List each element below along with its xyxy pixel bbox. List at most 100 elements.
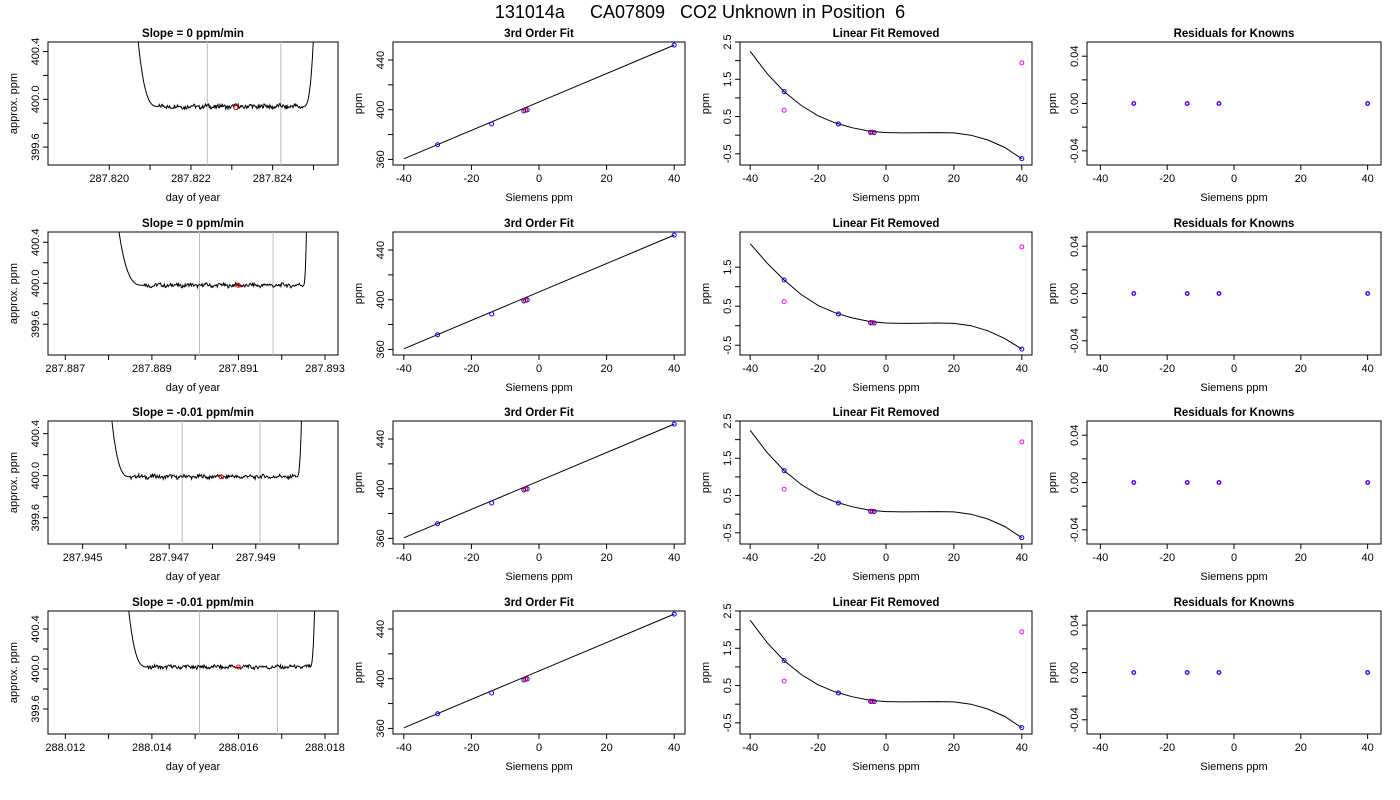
x-tick-label: -40 bbox=[742, 552, 758, 564]
y-tick-label: 400 bbox=[375, 291, 387, 309]
x-tick-label: 20 bbox=[600, 363, 612, 375]
y-axis-label: ppm bbox=[700, 662, 712, 683]
x-tick-label: 40 bbox=[668, 173, 680, 185]
panel-title: 3rd Order Fit bbox=[504, 28, 574, 40]
panel-r4-c3: Linear Fit Removed -40 -20 0 20 40 -0.5 0.5 1.5 2… bbox=[700, 597, 1033, 773]
y-tick-label: 400 bbox=[375, 480, 387, 498]
y-tick-label: 399.6 bbox=[30, 310, 42, 338]
x-tick-label: 0 bbox=[536, 173, 542, 185]
panel-r2-c3: Linear Fit Removed -40 -20 0 20 40 -0.5 0.5 1.5 S… bbox=[700, 218, 1033, 394]
residual-point bbox=[1216, 291, 1222, 296]
plot-frame bbox=[47, 231, 339, 356]
plot-area bbox=[1131, 480, 1371, 485]
y-tick-label: 400.0 bbox=[30, 655, 42, 683]
plot-area bbox=[403, 611, 677, 729]
linear-point bbox=[781, 486, 787, 492]
plot-frame bbox=[739, 420, 1033, 545]
x-axis-label: day of year bbox=[166, 382, 221, 394]
x-tick-label: -20 bbox=[1159, 742, 1175, 754]
x-tick-label: -20 bbox=[1159, 552, 1175, 564]
known-point bbox=[835, 690, 841, 696]
known-point bbox=[489, 121, 495, 127]
x-axis-label: day of year bbox=[166, 571, 221, 583]
y-tick-label: 0.00 bbox=[1069, 472, 1081, 493]
unknown-point bbox=[869, 320, 875, 326]
y-tick-label: 0.00 bbox=[1069, 283, 1081, 304]
y-tick-label: 360 bbox=[375, 529, 387, 547]
cubic-curve bbox=[749, 50, 1023, 160]
y-tick-label: 0.5 bbox=[722, 109, 734, 124]
y-tick-label: 2.5 bbox=[722, 603, 734, 618]
x-tick-label: 20 bbox=[600, 742, 612, 754]
residual-point bbox=[1365, 291, 1370, 296]
x-axis-label: Siemens ppm bbox=[852, 192, 919, 204]
panel-title: Linear Fit Removed bbox=[833, 218, 940, 230]
y-axis-label: ppm bbox=[700, 472, 712, 493]
cubic-curve bbox=[749, 619, 1023, 729]
y-tick-label: -0.5 bbox=[722, 144, 734, 163]
x-tick-label: 0 bbox=[883, 363, 889, 375]
y-tick-label: 400.0 bbox=[30, 462, 42, 490]
x-tick-label: 40 bbox=[668, 552, 680, 564]
x-tick-label: 0 bbox=[1231, 363, 1237, 375]
y-tick-label: 400.4 bbox=[30, 38, 42, 66]
x-tick-label: 40 bbox=[1016, 742, 1028, 754]
x-tick-label: 288.016 bbox=[219, 742, 259, 754]
concentration-trace bbox=[111, 421, 302, 482]
panel-title: Residuals for Knowns bbox=[1174, 28, 1295, 40]
x-axis-label: Siemens ppm bbox=[852, 571, 919, 583]
x-tick-label: -40 bbox=[1092, 173, 1108, 185]
y-tick-label: 400.0 bbox=[30, 86, 42, 114]
plot-area bbox=[111, 421, 302, 544]
y-tick-label: 400.4 bbox=[30, 615, 42, 643]
panel-r4-c1: Slope = -0.01 ppm/min 288.012 288.014 288.0… bbox=[8, 597, 345, 773]
known-point bbox=[435, 142, 441, 148]
plot-area bbox=[749, 50, 1025, 162]
y-tick-label: 1.5 bbox=[722, 451, 734, 466]
x-axis-label: Siemens ppm bbox=[1200, 382, 1267, 394]
plot-frame bbox=[47, 41, 339, 166]
known-point bbox=[781, 658, 787, 664]
y-tick-label: 399.6 bbox=[30, 133, 42, 161]
y-tick-label: 400.4 bbox=[30, 420, 42, 448]
panel-title: Slope = -0.01 ppm/min bbox=[132, 407, 254, 419]
x-tick-label: 288.012 bbox=[45, 742, 85, 754]
x-tick-label: 40 bbox=[668, 742, 680, 754]
known-point bbox=[489, 500, 495, 506]
fit-line bbox=[403, 613, 675, 729]
x-tick-label: 287.887 bbox=[45, 363, 85, 375]
panel-r3-c4: Residuals for Knowns -40 -20 0 20 40 -0.04 0.00… bbox=[1047, 407, 1382, 583]
y-axis-label: ppm bbox=[353, 472, 365, 493]
plot-area bbox=[1131, 291, 1371, 296]
y-tick-label: 0.04 bbox=[1069, 235, 1081, 256]
panel-title: Residuals for Knowns bbox=[1174, 597, 1295, 609]
x-tick-label: -40 bbox=[396, 742, 412, 754]
mean-point bbox=[235, 282, 241, 288]
y-tick-label: 400.4 bbox=[30, 228, 42, 256]
residual-point bbox=[1131, 670, 1136, 675]
fit-line bbox=[403, 44, 675, 160]
known-point bbox=[1019, 156, 1025, 162]
x-axis-label: Siemens ppm bbox=[852, 382, 919, 394]
x-tick-label: 20 bbox=[1295, 363, 1307, 375]
residual-point bbox=[1216, 480, 1222, 485]
panel-r3-c3: Linear Fit Removed -40 -20 0 20 40 -0.5 0.5 1.5 2… bbox=[700, 407, 1033, 583]
plot-area bbox=[749, 243, 1025, 352]
linear-point bbox=[1019, 60, 1025, 66]
page-title: 131014a CA07809 CO2 Unknown in Position … bbox=[494, 2, 906, 22]
plot-area bbox=[403, 42, 677, 160]
x-tick-label: 20 bbox=[948, 363, 960, 375]
known-point bbox=[1019, 725, 1025, 731]
x-tick-label: 287.945 bbox=[63, 552, 103, 564]
known-point bbox=[781, 277, 787, 283]
y-tick-label: -0.04 bbox=[1069, 328, 1081, 353]
y-axis-label: ppm bbox=[353, 662, 365, 683]
unknown-point bbox=[869, 508, 875, 514]
known-point bbox=[835, 311, 841, 317]
x-tick-label: 0 bbox=[883, 552, 889, 564]
x-axis-label: day of year bbox=[166, 761, 221, 773]
x-tick-label: 40 bbox=[1016, 363, 1028, 375]
known-point bbox=[671, 232, 677, 238]
unknown-point bbox=[522, 107, 528, 113]
x-tick-label: 20 bbox=[948, 742, 960, 754]
